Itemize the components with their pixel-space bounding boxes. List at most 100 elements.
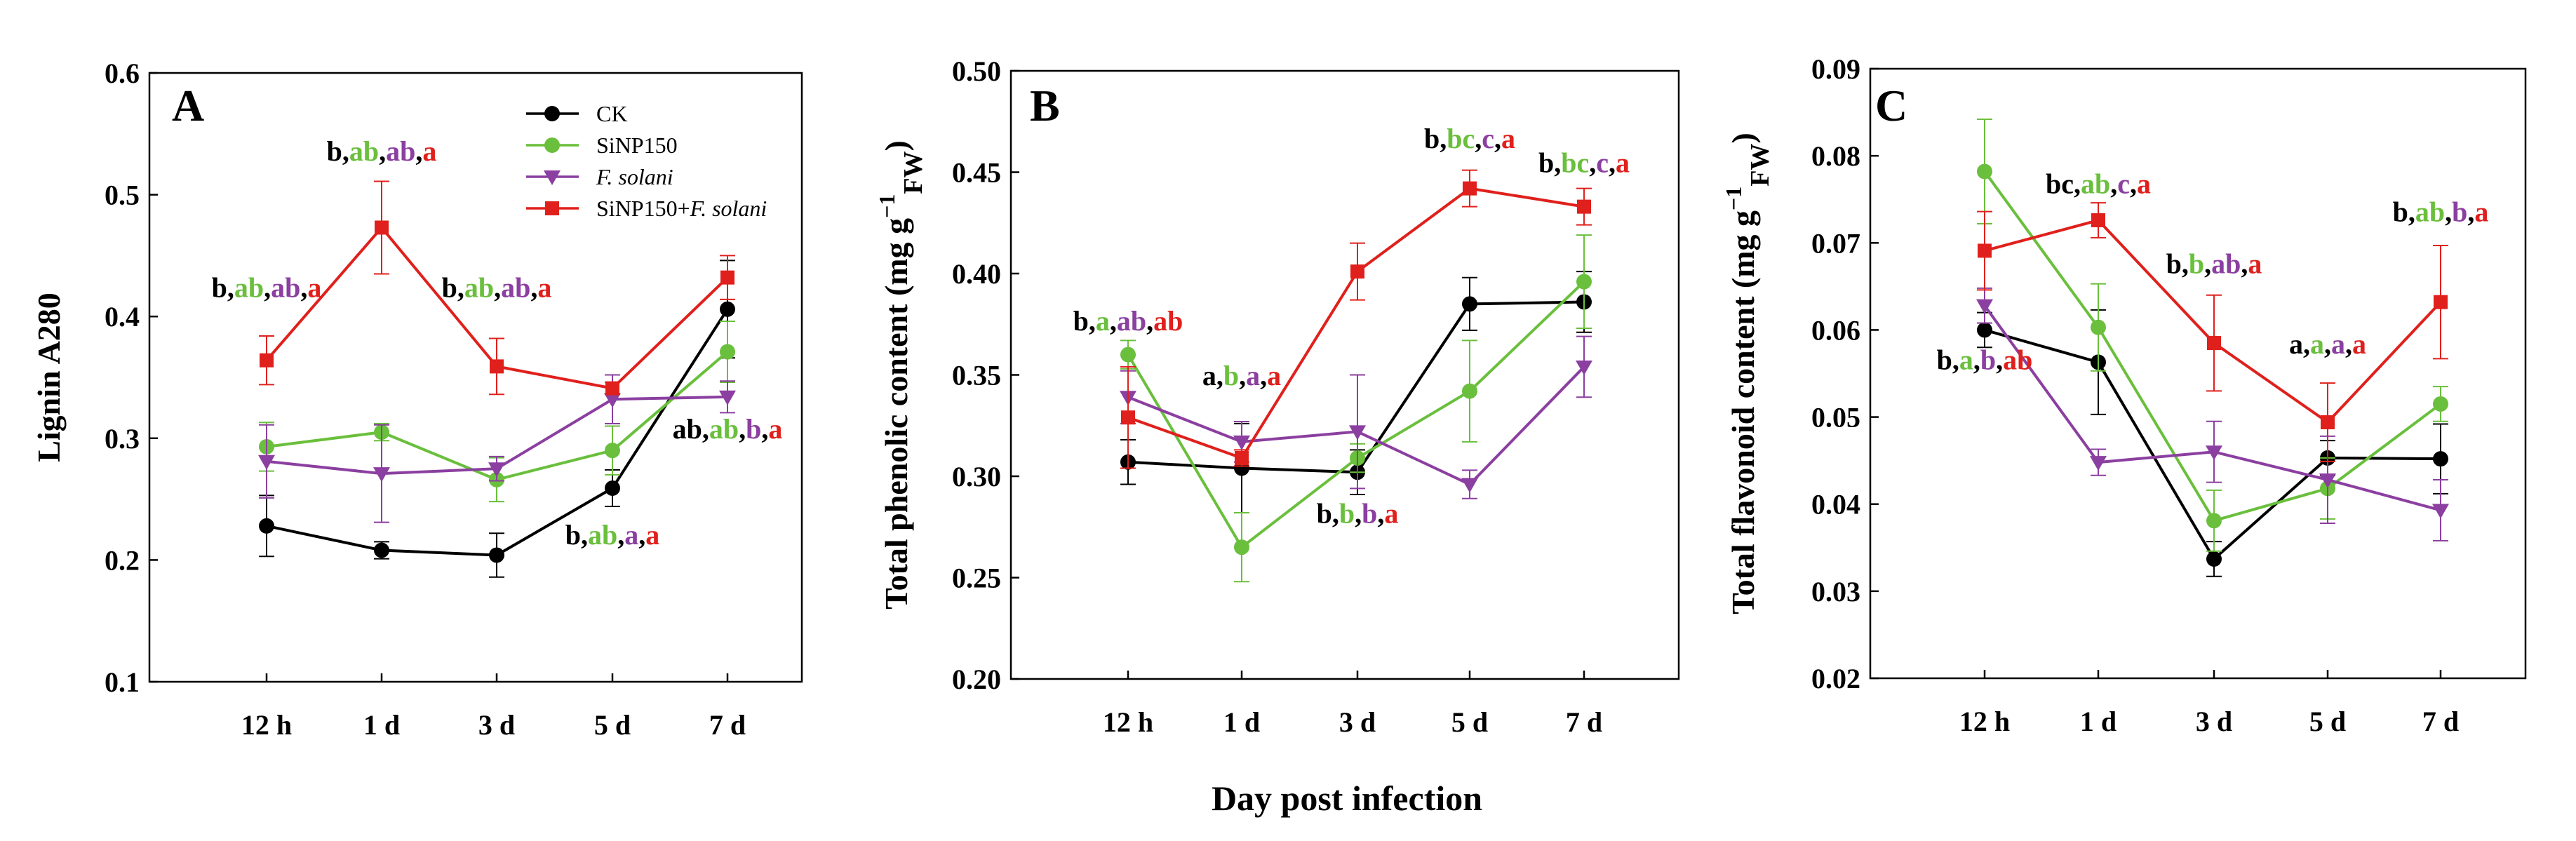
panel-b-series-ck-point — [1462, 296, 1477, 312]
panel-b-x-tick-label: 3 d — [1339, 706, 1376, 738]
legend-entry-f-solani: F. solani — [526, 164, 673, 189]
panel-b-series-sinp150-f-solani-point — [1463, 181, 1477, 196]
panel-a-series-f-solani-point — [258, 455, 275, 470]
panel-a-series-ck-point — [259, 518, 274, 534]
panel-c-significance-label: b,a,b,ab — [1937, 344, 2033, 375]
panel-c-series-f-solani — [1976, 287, 2449, 541]
panel-c-significance-label: bc,ab,c,a — [2046, 168, 2151, 200]
panel-c-series-sinp150-point — [1977, 163, 1992, 180]
panel-a-series-sinp150-f-solani-point — [720, 270, 734, 285]
panel-a-series-f-solani-point — [604, 393, 621, 408]
panel-b-series-f-solani-point — [1576, 360, 1592, 375]
panel-b-y-tick-label: 0.45 — [952, 157, 1001, 189]
panel-b-series-sinp150-f-solani-point — [1121, 410, 1135, 425]
panel-a-x-tick-label: 1 d — [363, 709, 400, 741]
panel-a-series-f-solani — [258, 374, 736, 523]
panel-a-x-tick-label: 3 d — [478, 709, 515, 741]
panel-a-series-ck-point — [489, 547, 504, 563]
panel-c-y-tick-label: 0.09 — [1811, 53, 1860, 85]
panel-b-y-tick-label: 0.40 — [952, 258, 1001, 290]
legend: CK SiNP150 F. solani SiNP150+F. solani — [526, 101, 767, 221]
panel-c-series-f-solani-point — [2319, 473, 2336, 488]
legend-entry-sinp150-f-solani: SiNP150+F. solani — [526, 196, 767, 221]
panel-a-x-tick-label: 5 d — [594, 709, 631, 741]
panel-b-y-axis-label: Total phenolic content (mg g−1FW) — [874, 140, 928, 610]
panel-b-x-tick-label: 7 d — [1566, 706, 1602, 738]
panel-a-y-tick-label: 0.2 — [105, 544, 140, 576]
panel-a-significance-label: b,ab,ab,a — [212, 271, 322, 303]
legend-label: F. solani — [596, 164, 673, 189]
panel-b-y-tick-label: 0.35 — [952, 360, 1001, 391]
panel-c-significance-label: a,a,a,a — [2289, 328, 2366, 360]
panel-a-panel-letter: A — [172, 81, 204, 130]
panel-c-series-sinp150-point — [2091, 319, 2106, 335]
legend-marker — [544, 170, 561, 185]
panel-c-series-ck-point — [2206, 551, 2222, 567]
panel-a-series-sinp150-f-solani-point — [490, 359, 504, 374]
panel-b-series-sinp150-f-solani-point — [1577, 199, 1591, 214]
panel-a-series-ck-point — [720, 301, 735, 317]
panel-b-series-sinp150-point — [1120, 347, 1136, 363]
panel-c-significance-label: b,b,ab,a — [2166, 248, 2262, 280]
panel-b-series-sinp150-f-solani-line — [1127, 187, 1585, 460]
panel-c-x-tick-label: 7 d — [2422, 706, 2459, 737]
panel-b-significance-label: b,bc,c,a — [1538, 147, 1630, 179]
panel-b-series-sinp150 — [1120, 234, 1592, 583]
panel-a-significance-label: b,ab,ab,a — [327, 135, 437, 167]
panel-c-y-tick-label: 0.04 — [1811, 489, 1860, 520]
panel-b-significance-label: b,a,ab,ab — [1073, 305, 1183, 337]
panel-b-significance-label: b,bc,c,a — [1424, 123, 1515, 154]
panel-a-series-ck — [259, 260, 735, 578]
panel-b-series-sinp150-f-solani — [1120, 169, 1592, 469]
panel-b-x-tick-label: 12 h — [1103, 706, 1153, 738]
panel-b-series-f-solani-point — [1233, 435, 1250, 450]
panel-b-x-tick-label: 5 d — [1451, 706, 1488, 738]
panel-a-series-sinp150-f-solani-point — [605, 381, 619, 396]
panel-b-series-sinp150-point — [1462, 383, 1477, 399]
panel-c-x-tick-label: 5 d — [2309, 706, 2346, 737]
panel-c-series-sinp150-f-solani-point — [2434, 295, 2448, 309]
panel-b-significance-label: b,b,b,a — [1317, 497, 1399, 529]
panel-c-panel-letter: C — [1875, 81, 1907, 130]
panel-c-series-sinp150-f-solani-point — [2091, 213, 2105, 228]
panel-b-series-ck — [1120, 271, 1592, 514]
panel-a-series-sinp150-f-solani-point — [375, 220, 389, 235]
panel-a-series-ck-point — [374, 542, 389, 558]
panel-c-series-sinp150-f-solani — [1977, 202, 2448, 462]
panel-c-series-ck-point — [1977, 322, 1992, 338]
panel-a-x-tick-label: 12 h — [241, 709, 292, 741]
panel-c-plot-frame — [1869, 67, 2527, 680]
panel-b: 0.20 0.25 0.30 0.35 0.40 0.45 0.50 12 h 1 d 3 d 5 … — [874, 55, 1680, 738]
panel-b-series-sinp150-point — [1576, 274, 1592, 290]
panel-b-x-tick-label: 1 d — [1223, 706, 1260, 738]
shared-x-axis-label: Day post infection — [1212, 779, 1482, 818]
panel-b-y-tick-label: 0.25 — [952, 563, 1001, 594]
panel-b-series-f-solani-point — [1461, 478, 1478, 493]
panel-a-significance-label: ab,ab,b,a — [673, 413, 783, 445]
panel-a-y-tick-label: 0.5 — [105, 180, 140, 211]
panel-c-y-axis-label: Total flavonoid content (mg g−1FW) — [1721, 133, 1775, 614]
panel-a-y-axis-label: Lignin A280 — [31, 292, 67, 462]
panel-b-series-sinp150-f-solani-point — [1235, 450, 1249, 465]
panel-c-series-sinp150-f-solani-point — [1978, 243, 1992, 258]
panel-a-series-sinp150-point — [605, 443, 620, 459]
panel-c-series-ck-point — [2433, 451, 2448, 467]
panel-c-series-sinp150-point — [2433, 396, 2448, 412]
panel-c-y-tick-label: 0.08 — [1811, 140, 1860, 172]
panel-c-x-tick-label: 12 h — [1959, 706, 2010, 737]
panel-c-x-tick-label: 3 d — [2196, 706, 2232, 737]
panel-c-series-sinp150 — [1977, 119, 2448, 552]
panel-c-series-sinp150-point — [2206, 513, 2222, 529]
panel-c-series-f-solani-point — [2432, 504, 2449, 519]
panel-a-x-tick-label: 7 d — [709, 709, 746, 741]
panel-c: 0.02 0.03 0.04 0.05 0.06 0.07 0.08 0.09 12 h 1 d 3… — [1721, 53, 2527, 737]
legend-label: SiNP150+F. solani — [596, 196, 767, 221]
panel-c-series-sinp150-f-solani-point — [2321, 415, 2335, 430]
panel-c-y-tick-label: 0.03 — [1811, 576, 1860, 607]
panel-b-series-ck-line — [1127, 300, 1585, 474]
panel-a-plot-frame — [148, 72, 803, 683]
legend-label: CK — [596, 101, 627, 126]
panel-a-series-sinp150-f-solani-point — [260, 353, 274, 368]
panel-b-series-sinp150-point — [1234, 539, 1249, 556]
panel-a-y-tick-label: 0.6 — [105, 58, 140, 89]
